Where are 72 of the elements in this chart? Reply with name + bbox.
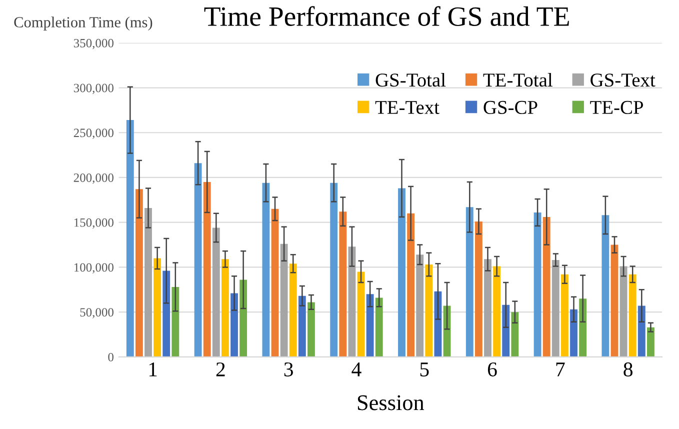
x-tick-label: 5 [420,362,429,376]
bar [602,215,610,357]
bar [646,327,654,357]
bar [552,260,560,357]
bar [398,188,406,357]
bar [511,312,519,357]
x-tick-label: 1 [149,362,157,376]
y-tick-label: 200,000 [74,174,114,184]
y-tick-label: 250,000 [74,128,114,139]
bar [289,264,297,357]
bar [330,182,338,357]
y-tick-label: 150,000 [74,218,114,229]
y-tick-label: 350,000 [74,38,114,50]
x-axis-title: Session [358,395,424,410]
bar [194,163,202,357]
legend-label: GS-Text [590,74,656,87]
bar [348,246,356,357]
bar [212,228,220,357]
bar [271,208,279,357]
legend-label: TE-Text [375,101,440,114]
x-tick-label: 2 [216,362,225,376]
legend-label: GS-Total [376,72,446,87]
bar [375,298,383,357]
bar [416,254,424,357]
x-tick-label: 7 [556,362,565,376]
bar [484,259,492,357]
bar [366,294,374,357]
y-tick-label: 0 [108,352,114,362]
bar [221,259,229,357]
bar [443,306,451,357]
bar [162,270,170,357]
bar [407,213,415,357]
bar [230,293,238,357]
y-tick-label: 50,000 [80,308,114,318]
bar [560,274,568,357]
bar [172,286,180,357]
bar [126,120,134,357]
bar [579,298,587,357]
bar [339,212,347,357]
y-axis-title: Completion Time (ms) [14,16,152,31]
bar [570,309,578,357]
bar [474,221,482,357]
bar [425,264,433,357]
bar [434,291,442,357]
x-tick-label: 8 [624,362,632,376]
bar [638,306,646,357]
x-tick-label: 3 [284,362,293,376]
bar [493,266,501,357]
legend-label: TE-CP [590,100,644,114]
bar [357,272,365,357]
bar [610,244,618,357]
bar [240,280,248,357]
bar [620,266,628,357]
x-tick-label: 6 [488,362,497,376]
bar [534,212,542,357]
bar [298,296,306,357]
bar [628,274,636,357]
bar [542,216,550,357]
bar [144,208,152,357]
x-tick-label: 4 [352,362,362,376]
bar [262,182,270,357]
bar [466,207,474,357]
bar [154,258,162,357]
chart-title: Time Performance of GS and TE [204,6,569,26]
y-tick-label: 300,000 [74,84,114,94]
y-tick-label: 100,000 [74,263,114,274]
legend-label: GS-CP [484,100,538,114]
bar [135,189,143,357]
bar [307,302,315,357]
bar [203,182,211,357]
legend-label: TE-Total [483,72,552,87]
bar [280,244,288,357]
